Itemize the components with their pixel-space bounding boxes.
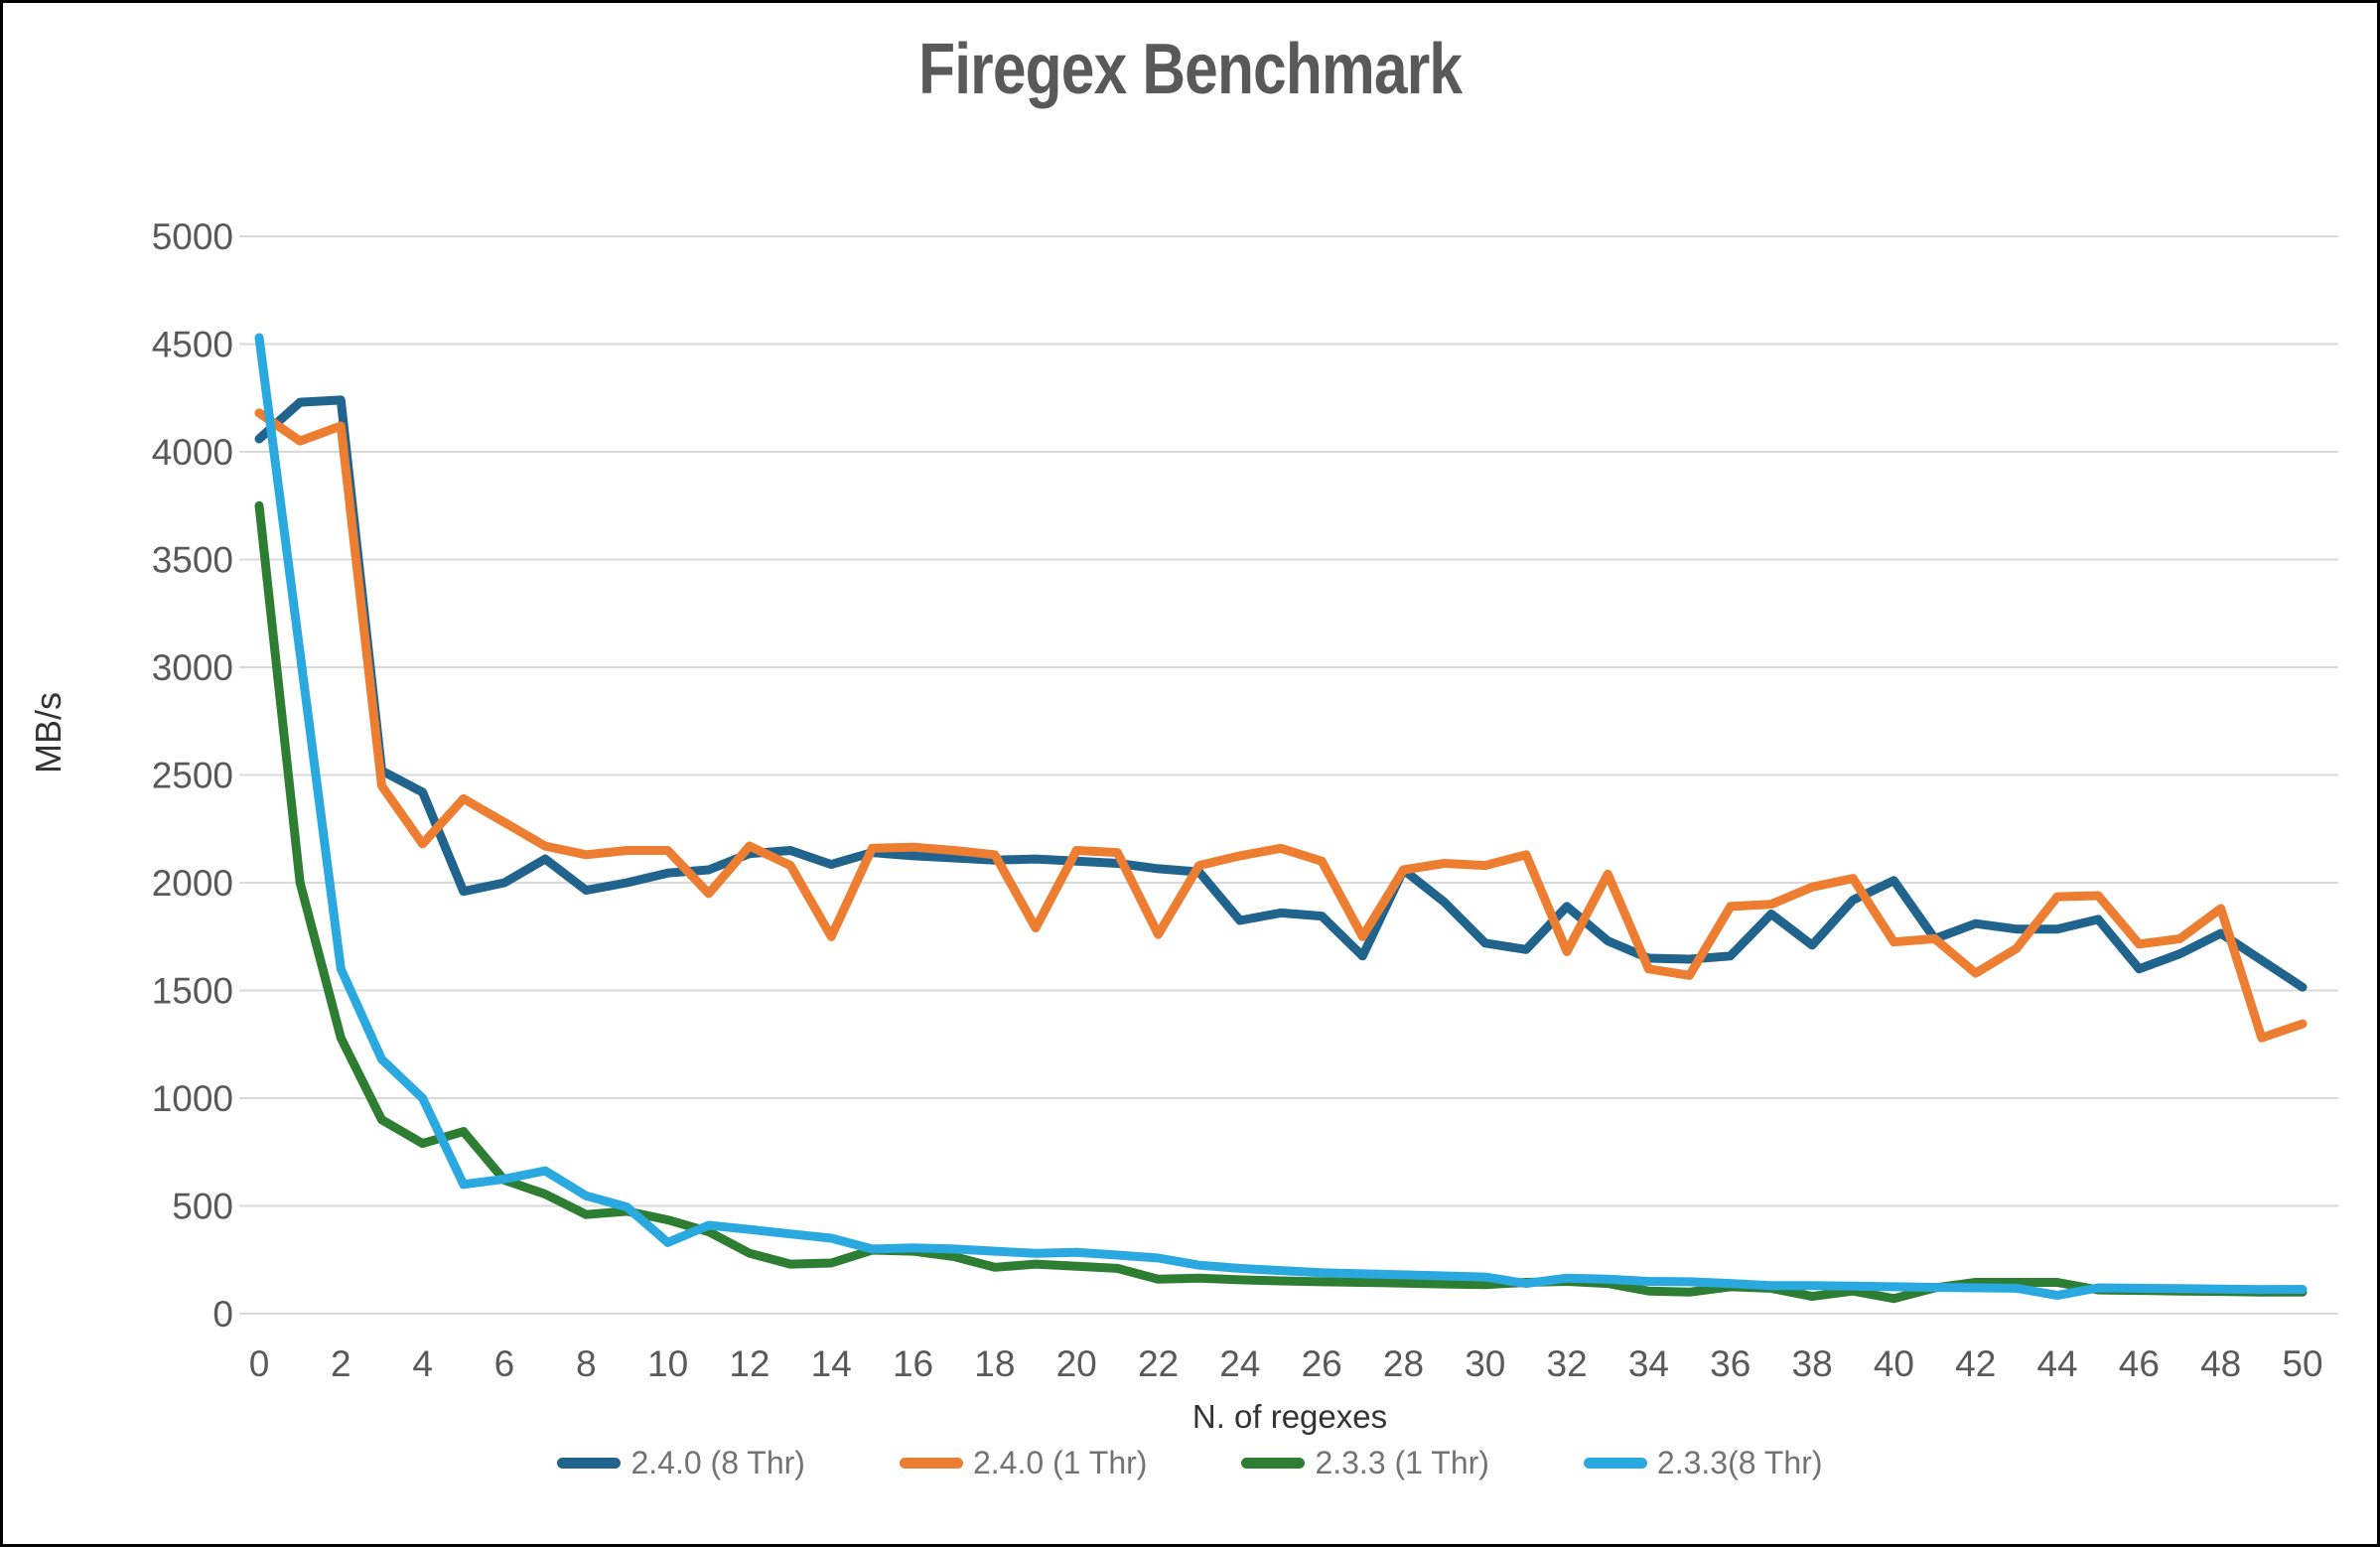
x-tick-label: 42 xyxy=(1955,1343,1996,1384)
x-tick-label: 34 xyxy=(1628,1343,1669,1384)
x-axis-title: N. of regexes xyxy=(1191,1398,1388,1435)
y-tick-label: 2000 xyxy=(152,863,233,904)
x-tick-label: 16 xyxy=(893,1343,933,1384)
chart-title: Firegex Benchmark xyxy=(917,30,1463,109)
legend-item: 2.4.0 (8 Thr) xyxy=(557,1445,805,1481)
y-tick-label: 0 xyxy=(212,1294,233,1335)
legend-item: 2.4.0 (1 Thr) xyxy=(899,1445,1148,1481)
y-tick-label: 3500 xyxy=(152,540,233,581)
y-tick-label: 1000 xyxy=(152,1078,233,1119)
chart-title-wrap: Firegex Benchmark xyxy=(3,29,2377,110)
y-tick-label: 500 xyxy=(172,1187,233,1227)
x-tick-label: 50 xyxy=(2282,1343,2322,1384)
series-line-2-4-0-1-thr xyxy=(254,408,2308,1043)
x-tick-label: 24 xyxy=(1219,1343,1260,1384)
x-tick-label: 18 xyxy=(974,1343,1015,1384)
x-tick-label: 44 xyxy=(2036,1343,2077,1384)
series-line-2-4-0-8-thr xyxy=(254,395,2308,992)
legend-label: 2.4.0 (8 Thr) xyxy=(630,1445,805,1480)
x-tick-label: 8 xyxy=(576,1343,597,1384)
x-tick-label: 22 xyxy=(1138,1343,1179,1384)
y-tick-label: 4500 xyxy=(152,325,233,365)
y-tick-label: 5000 xyxy=(152,216,233,257)
x-tick-label: 48 xyxy=(2200,1343,2241,1384)
x-tick-label: 14 xyxy=(811,1343,852,1384)
x-tick-label: 30 xyxy=(1465,1343,1505,1384)
x-tick-label: 20 xyxy=(1056,1343,1097,1384)
legend-swatch xyxy=(899,1458,963,1469)
x-tick-label: 28 xyxy=(1383,1343,1424,1384)
legend-label: 2.4.0 (1 Thr) xyxy=(972,1445,1148,1480)
legend-swatch xyxy=(1241,1458,1306,1469)
x-tick-label: 12 xyxy=(729,1343,770,1384)
x-tick-label: 38 xyxy=(1792,1343,1833,1384)
x-tick-label: 40 xyxy=(1874,1343,1914,1384)
x-tick-label: 4 xyxy=(412,1343,433,1384)
legend-swatch xyxy=(557,1458,622,1469)
plot-area: 0500100015002000250030003500400045005000… xyxy=(152,216,2338,1384)
x-tick-label: 26 xyxy=(1302,1343,1342,1384)
legend: 2.4.0 (8 Thr) 2.4.0 (1 Thr) 2.3.3 (1 Thr) 2… xyxy=(3,1445,2377,1481)
legend-label: 2.3.3(8 Thr) xyxy=(1656,1445,1823,1480)
legend-item: 2.3.3 (1 Thr) xyxy=(1241,1445,1489,1481)
y-tick-label: 4000 xyxy=(152,432,233,473)
x-tick-label: 6 xyxy=(494,1343,515,1384)
legend-label: 2.3.3 (1 Thr) xyxy=(1315,1445,1489,1480)
legend-swatch xyxy=(1583,1458,1647,1469)
x-tick-label: 0 xyxy=(249,1343,270,1384)
x-tick-label: 2 xyxy=(331,1343,351,1384)
y-tick-label: 1500 xyxy=(152,971,233,1012)
legend-item: 2.3.3(8 Thr) xyxy=(1583,1445,1823,1481)
y-tick-label: 2500 xyxy=(152,756,233,796)
y-tick-label: 3000 xyxy=(152,647,233,688)
x-tick-label: 46 xyxy=(2119,1343,2160,1384)
series-line-2-3-3-8-thr xyxy=(254,333,2308,1301)
x-tick-label: 36 xyxy=(1710,1343,1750,1384)
x-tick-label: 32 xyxy=(1547,1343,1588,1384)
x-tick-label: 10 xyxy=(647,1343,688,1384)
